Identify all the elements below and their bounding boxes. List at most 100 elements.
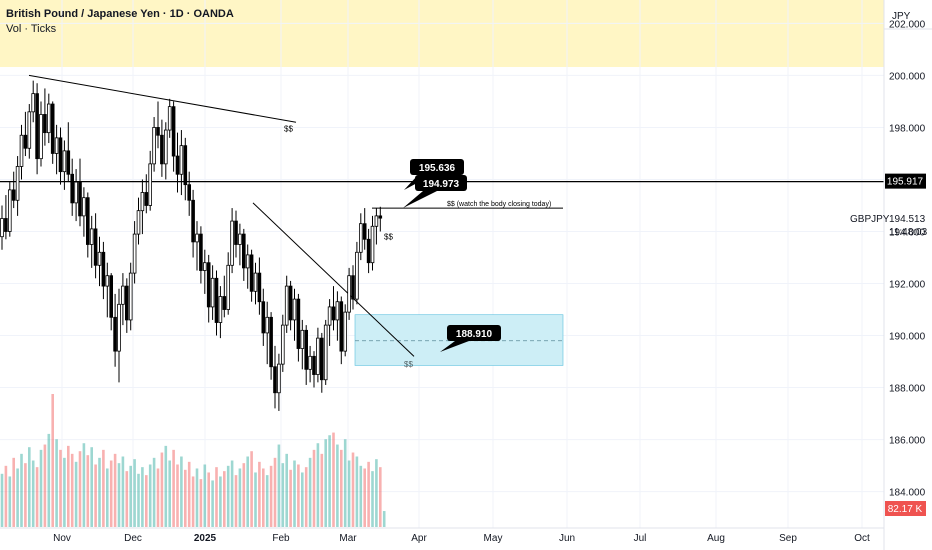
candle-up <box>39 114 43 160</box>
volume-bar <box>121 456 125 527</box>
symbol-name: GBPJPY <box>850 214 890 225</box>
volume-bar <box>297 464 300 527</box>
volume-bar <box>90 447 93 527</box>
candle-up <box>355 251 359 300</box>
candle-down <box>35 93 39 160</box>
candle-down <box>58 137 63 173</box>
volume-bar <box>20 453 23 527</box>
volume-bar <box>215 467 218 527</box>
candle-up <box>62 150 67 173</box>
volume-bar <box>102 449 105 527</box>
volume-bar <box>51 394 54 527</box>
price-tick-label: 198.000 <box>889 123 926 134</box>
candle-up <box>335 301 340 321</box>
volume-bar <box>152 457 156 527</box>
candle-up <box>202 262 207 271</box>
volume-bar <box>12 457 15 527</box>
price-axis[interactable]: JPY 184.000 186.000 188.000 190.000 192.000 19… <box>850 0 932 550</box>
volume-bar <box>312 449 316 527</box>
volume-bar <box>355 456 359 527</box>
volume-bar <box>269 465 273 527</box>
time-axis[interactable]: Nov Dec 2025 Feb Mar Apr May Jun Jul Aug Sep Oct <box>0 527 884 544</box>
volume-bar <box>35 467 39 527</box>
volume-bar <box>375 459 378 527</box>
price-tick-label: 202.000 <box>889 19 926 30</box>
time-tick-label: Jun <box>559 533 575 544</box>
candles <box>0 80 383 411</box>
candle-up <box>179 145 184 175</box>
volume-bar <box>0 473 4 527</box>
volume-bar <box>24 463 27 527</box>
candle-up <box>136 210 141 235</box>
volume-bar <box>187 461 191 527</box>
candle-up <box>117 303 121 352</box>
candle-down <box>288 285 293 321</box>
volume-bar <box>332 432 335 527</box>
volume-bar <box>8 476 12 527</box>
volume-bar <box>351 452 355 527</box>
volume-bar <box>47 433 51 527</box>
candle-up <box>19 134 24 167</box>
candle-down <box>156 127 160 136</box>
volume-bar <box>113 453 117 527</box>
volume-bar <box>109 460 113 527</box>
candle-up <box>54 137 59 154</box>
volume-bar <box>4 465 8 527</box>
candle-down <box>214 277 219 323</box>
volume-bar <box>16 468 19 527</box>
volume-bar <box>234 475 238 527</box>
volume-bar <box>230 460 234 527</box>
candle-down <box>160 134 164 165</box>
candle-up <box>152 127 156 165</box>
candle-up <box>47 103 51 134</box>
volume-indicator-label[interactable]: Vol · Ticks <box>6 23 57 35</box>
candle-down <box>171 106 176 157</box>
volume-bar <box>195 468 199 527</box>
volume-bar <box>156 468 160 527</box>
candle-up <box>89 228 94 245</box>
candle-down <box>206 262 211 308</box>
candle-up <box>370 225 375 264</box>
volume-bar <box>164 445 168 527</box>
volume-bar <box>285 453 288 527</box>
candle-down <box>199 233 203 271</box>
volume-bar <box>371 471 374 527</box>
volume-bar <box>262 468 265 527</box>
volume-bar <box>106 468 109 527</box>
callout-188-910: 188.910 <box>440 325 501 352</box>
candle-up <box>327 306 332 326</box>
candle-up <box>343 311 347 352</box>
volume-bar <box>117 463 121 527</box>
volume-bar <box>176 464 179 527</box>
callout-label: 188.910 <box>456 329 493 340</box>
volume-bar <box>379 467 382 527</box>
volume-bar <box>293 460 296 527</box>
annotation-dollars-lower: $$ <box>404 360 413 369</box>
candle-down <box>113 316 117 352</box>
volume-bar <box>70 453 74 527</box>
volume-bar <box>289 469 292 527</box>
candle-up <box>292 298 297 321</box>
candle-down <box>261 301 266 334</box>
volume-bar <box>219 476 222 527</box>
candle-down <box>93 228 98 266</box>
volume-bar <box>308 457 312 527</box>
candle-up <box>97 251 102 266</box>
volume-bar <box>359 465 363 527</box>
time-tick-label: 2025 <box>194 533 217 544</box>
volume-bar <box>340 449 343 527</box>
candle-up <box>218 296 223 323</box>
volume-bar <box>191 476 195 527</box>
callout-tail <box>403 191 437 208</box>
candle-up <box>163 129 168 165</box>
volume-bar <box>67 445 70 527</box>
candle-down <box>101 251 106 287</box>
candle-up <box>316 337 320 375</box>
candle-up <box>210 277 215 308</box>
highlight-band <box>0 0 884 67</box>
candle-up <box>31 93 35 113</box>
candle-down <box>187 184 192 201</box>
price-tick-label: 190.000 <box>889 332 926 343</box>
descending-trendline-upper <box>28 74 297 123</box>
